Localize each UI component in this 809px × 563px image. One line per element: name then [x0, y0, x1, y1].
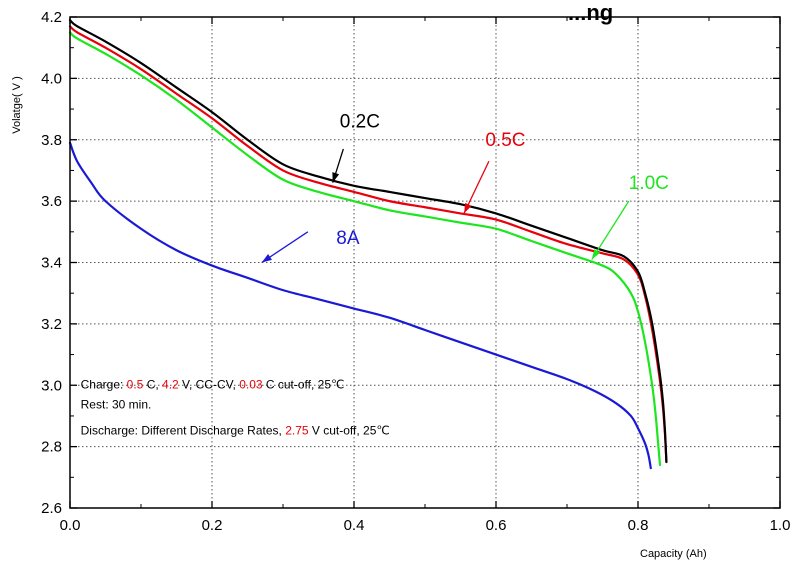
- annotation-arrowhead-8a: [261, 254, 272, 263]
- annotation-label-1-0c: 1.0C: [629, 173, 669, 194]
- y-tick-label: 3.0: [41, 377, 62, 394]
- y-tick-label: 4.2: [41, 9, 62, 26]
- x-tick-label: 0.2: [202, 517, 223, 534]
- annotation-arrow-1-0c: [591, 200, 630, 260]
- annotation-label-0-5c: 0.5C: [485, 130, 525, 151]
- x-tick-label: 0.0: [60, 517, 81, 534]
- condition-note-1: Charge: 0.5 C, 4.2 V, CC-CV, 0.03 C cut-…: [81, 377, 345, 391]
- annotation-arrowhead-0-2c: [332, 172, 340, 183]
- x-tick-label: 0.4: [344, 517, 365, 534]
- annotation-label-0-2c: 0.2C: [340, 111, 380, 132]
- y-axis-title: Volatge( V ): [11, 76, 23, 133]
- y-tick-label: 3.6: [41, 193, 62, 210]
- annotation-label-8a: 8A: [336, 228, 360, 249]
- x-axis-title: Capacity (Ah): [640, 548, 707, 560]
- y-tick-label: 3.2: [41, 316, 62, 333]
- x-tick-label: 1.0: [770, 517, 791, 534]
- y-tick-label: 3.8: [41, 132, 62, 149]
- y-tick-label: 3.4: [41, 255, 62, 272]
- condition-note-2: Rest: 30 min.: [81, 397, 152, 411]
- series-lines: [68, 18, 668, 470]
- x-tick-label: 0.6: [486, 517, 507, 534]
- annotation-arrowhead-0-5c: [464, 202, 472, 214]
- axes: 0.0 0.2 0.4 0.6 0.8 1.0 2.6 2.8 3.0 3.2 3.4 3.6 3.8 4…: [41, 9, 790, 534]
- y-tick-label: 2.6: [41, 500, 62, 517]
- annotation-arrowhead-1-0c: [591, 249, 601, 260]
- chart-title: ...ng: [568, 0, 613, 25]
- y-tick-label: 4.0: [41, 70, 62, 87]
- test-conditions-notes: Charge: 0.5 C, 4.2 V, CC-CV, 0.03 C cut-…: [81, 377, 390, 437]
- series-line-8a: [68, 141, 652, 470]
- x-tick-label: 0.8: [628, 517, 649, 534]
- series-line-0-2c: [68, 18, 668, 464]
- series-annotations: 0.2C 0.5C 1.0C 8A: [261, 111, 669, 264]
- condition-note-3: Discharge: Different Discharge Rates, 2.…: [81, 423, 390, 437]
- y-tick-label: 2.8: [41, 439, 62, 456]
- series-line-1-0c: [68, 31, 662, 467]
